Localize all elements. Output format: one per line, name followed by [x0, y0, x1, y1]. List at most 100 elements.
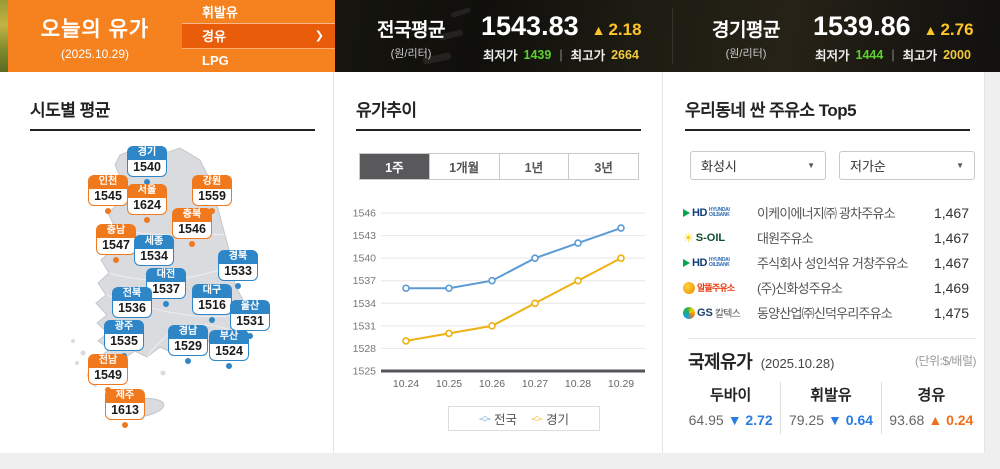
trend-tab-3y[interactable]: 3년 — [568, 154, 638, 179]
national-minmax: 최저가 1439 | 최고가 2664 — [483, 47, 639, 64]
region-name: 충남 — [96, 224, 136, 238]
legend-item: -○- 경기 — [531, 412, 569, 428]
region-badge-sejong[interactable]: 세종 1534 — [134, 235, 174, 274]
fuel-tab-diesel[interactable]: 경유 ❯ — [182, 23, 335, 48]
station-row-3[interactable]: HD HYUNDAI OILBANK 주식회사 성인석유 거창주유소 1,467 — [683, 250, 969, 275]
region-name: 전남 — [88, 354, 128, 368]
svg-text:10.28: 10.28 — [565, 378, 591, 390]
intl-name: 휘발유 — [810, 387, 852, 404]
region-badge-gwangju[interactable]: 광주 1535 — [104, 320, 144, 359]
region-price: 1547 — [96, 238, 136, 255]
header-hero: 전국평균 (원/리터) 1543.83 ▲ 2.18 최저가 1439 | 최고가 2… — [335, 0, 1000, 72]
gyeonggi-minmax: 최저가 1444 | 최고가 2000 — [815, 47, 971, 64]
station-row-1[interactable]: HD HYUNDAI OILBANK 이케이에너지㈜ 광차주유소 1,467 — [683, 200, 969, 225]
region-dot-icon — [209, 208, 215, 214]
region-price: 1524 — [209, 344, 249, 361]
svg-text:10.27: 10.27 — [522, 378, 548, 390]
region-price: 1549 — [88, 368, 128, 385]
title-underline — [356, 129, 641, 131]
region-price: 1529 — [168, 339, 208, 356]
trend-tab-1m[interactable]: 1개월 — [428, 154, 499, 179]
international-oil-header: (단위:$/배럴) 국제유가 (2025.10.28) — [688, 348, 977, 374]
station-brand-logo: HD HYUNDAI OILBANK — [683, 257, 757, 269]
region-badge-daegu[interactable]: 대구 1516 — [192, 284, 232, 323]
region-price: 1559 — [192, 189, 232, 206]
station-list: HD HYUNDAI OILBANK 이케이에너지㈜ 광차주유소 1,467 ☀ S-OIL… — [683, 200, 969, 325]
international-price-list: 두바이 64.95 ▼ 2.72 휘발유 79.25 ▼ 0.64 경유 93.68 ▲ 0.2… — [681, 382, 981, 434]
region-badge-gyeonggi[interactable]: 경기 1540 — [127, 146, 167, 185]
up-triangle-icon: ▲ — [591, 22, 606, 38]
region-badge-jeonnam[interactable]: 전남 1549 — [88, 354, 128, 393]
region-name: 광주 — [104, 320, 144, 334]
svg-text:10.25: 10.25 — [436, 378, 462, 390]
cheap-stations-title: 우리동네 싼 주유소 Top5 — [685, 101, 857, 120]
region-badge-gyeongbuk[interactable]: 경북 1533 — [218, 250, 258, 289]
region-price: 1613 — [105, 403, 145, 420]
trend-tab-1w[interactable]: 1주 — [360, 154, 429, 179]
region-price: 1531 — [230, 314, 270, 331]
region-name: 서울 — [127, 184, 167, 198]
region-dot-icon — [113, 257, 119, 263]
station-price: 1,467 — [933, 254, 969, 271]
svg-text:1528: 1528 — [353, 343, 377, 355]
header: 오늘의 유가 (2025.10.29) 휘발유 경유 ❯ LPG 전국평균 (원/리터… — [0, 0, 1000, 72]
region-badge-busan[interactable]: 부산 1524 — [209, 330, 249, 369]
region-badge-chungnam[interactable]: 충남 1547 — [96, 224, 136, 263]
svg-text:1543: 1543 — [353, 230, 377, 242]
gyeonggi-average-label: 경기평균 (원/리터) — [712, 20, 780, 60]
up-triangle-icon: ▲ 0.24 — [928, 412, 974, 428]
region-price: 1534 — [134, 249, 174, 266]
down-triangle-icon: ▼ 2.72 — [727, 412, 773, 428]
station-name: 대원주유소 — [757, 231, 814, 246]
region-name: 대전 — [146, 268, 186, 282]
region-badge-seoul[interactable]: 서울 1624 — [127, 184, 167, 223]
station-price: 1,469 — [933, 279, 969, 296]
fuel-tab-gasoline[interactable]: 휘발유 — [202, 5, 238, 21]
station-brand-logo: 알뜰주유소 — [683, 281, 757, 294]
region-name: 경북 — [218, 250, 258, 264]
region-name: 부산 — [209, 330, 249, 344]
region-badge-chungbuk[interactable]: 충북 1546 — [172, 208, 212, 247]
sort-select[interactable]: 저가순 ▼ — [839, 151, 975, 180]
region-price: 1516 — [192, 298, 232, 315]
hero-divider — [672, 8, 673, 64]
region-dot-icon — [144, 217, 150, 223]
trend-line-chart: 1525 1528 1531 1534 1537 1540 1543 1546 10.24 10.… — [353, 208, 645, 390]
station-name: 주식회사 성인석유 거창주유소 — [757, 256, 909, 271]
region-dot-icon — [235, 283, 241, 289]
region-name: 경남 — [168, 325, 208, 339]
app-title: 오늘의 유가 — [40, 18, 150, 41]
region-badge-daejeon[interactable]: 대전 1537 — [146, 268, 186, 307]
intl-value: 64.95 ▼ 2.72 — [688, 412, 773, 428]
region-price: 1536 — [112, 301, 152, 318]
intl-value: 93.68 ▲ 0.24 — [889, 412, 974, 428]
trend-tab-1y[interactable]: 1년 — [498, 154, 569, 179]
region-badge-jeonbuk[interactable]: 전북 1536 — [112, 287, 152, 326]
region-price: 1540 — [127, 160, 167, 177]
region-dot-icon — [105, 208, 111, 214]
region-name: 울산 — [230, 300, 270, 314]
station-row-5[interactable]: GS 칼텍스 동양산업㈜신덕우리주유소 1,475 — [683, 300, 969, 325]
hd-oilbank-arrow-icon — [683, 258, 690, 267]
region-badge-gyeongnam[interactable]: 경남 1529 — [168, 325, 208, 364]
page-gutter — [985, 72, 1000, 453]
region-dot-icon — [247, 333, 253, 339]
region-select[interactable]: 화성시 ▼ — [690, 151, 826, 180]
bottom-bar — [0, 453, 1000, 469]
region-dot-icon — [226, 363, 232, 369]
region-badge-jeju[interactable]: 제주 1613 — [105, 389, 145, 428]
region-badge-gangwon[interactable]: 강원 1559 — [192, 175, 232, 214]
station-row-4[interactable]: 알뜰주유소 (주)신화성주유소 1,469 — [683, 275, 969, 300]
region-badge-ulsan[interactable]: 울산 1531 — [230, 300, 270, 339]
chevron-right-icon: ❯ — [314, 30, 324, 43]
station-name: (주)신화성주유소 — [757, 281, 843, 296]
region-name: 제주 — [105, 389, 145, 403]
station-brand-logo: GS 칼텍스 — [683, 305, 757, 320]
station-name: 동양산업㈜신덕우리주유소 — [757, 306, 893, 321]
title-underline — [30, 129, 315, 131]
hd-oilbank-arrow-icon — [683, 208, 690, 217]
fuel-tab-lpg[interactable]: LPG — [182, 47, 335, 72]
region-badge-incheon[interactable]: 인천 1545 — [88, 175, 128, 214]
station-row-2[interactable]: ☀ S-OIL 대원주유소 1,467 — [683, 225, 969, 250]
